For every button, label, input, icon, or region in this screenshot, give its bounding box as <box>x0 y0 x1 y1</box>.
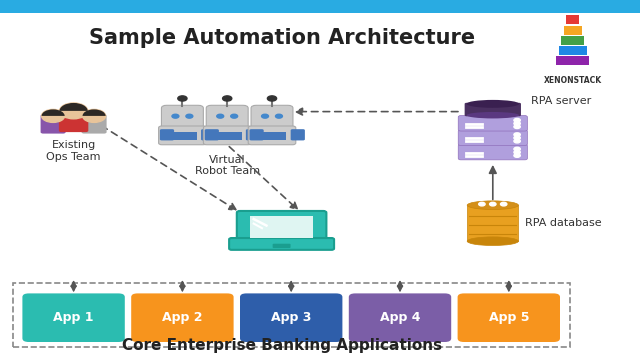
FancyBboxPatch shape <box>564 26 582 35</box>
FancyBboxPatch shape <box>458 293 560 342</box>
Circle shape <box>230 114 237 118</box>
Text: RPA database: RPA database <box>525 218 602 228</box>
Circle shape <box>514 133 520 136</box>
FancyBboxPatch shape <box>40 114 66 134</box>
Circle shape <box>178 96 187 101</box>
FancyBboxPatch shape <box>22 293 125 342</box>
FancyBboxPatch shape <box>131 293 234 342</box>
FancyBboxPatch shape <box>205 129 219 140</box>
FancyBboxPatch shape <box>81 114 107 134</box>
FancyBboxPatch shape <box>246 129 260 140</box>
Circle shape <box>262 114 269 118</box>
Circle shape <box>514 139 520 143</box>
Circle shape <box>514 118 520 122</box>
Wedge shape <box>83 109 106 116</box>
FancyBboxPatch shape <box>240 293 342 342</box>
FancyBboxPatch shape <box>273 244 291 248</box>
FancyBboxPatch shape <box>237 211 326 243</box>
Circle shape <box>172 114 179 118</box>
Circle shape <box>500 202 507 206</box>
Ellipse shape <box>467 100 519 108</box>
Wedge shape <box>42 109 65 116</box>
Circle shape <box>514 122 520 125</box>
Text: RPA server: RPA server <box>531 96 591 106</box>
FancyBboxPatch shape <box>257 132 287 140</box>
FancyBboxPatch shape <box>465 103 521 116</box>
FancyBboxPatch shape <box>559 46 587 55</box>
Circle shape <box>60 103 88 119</box>
Circle shape <box>514 150 520 154</box>
FancyBboxPatch shape <box>161 105 204 129</box>
Ellipse shape <box>467 201 518 210</box>
Circle shape <box>514 147 520 151</box>
FancyBboxPatch shape <box>251 105 293 129</box>
FancyBboxPatch shape <box>212 132 242 140</box>
FancyBboxPatch shape <box>556 56 589 65</box>
FancyBboxPatch shape <box>160 129 174 140</box>
FancyBboxPatch shape <box>59 109 88 132</box>
Circle shape <box>275 114 282 118</box>
FancyBboxPatch shape <box>349 293 451 342</box>
FancyBboxPatch shape <box>458 144 527 160</box>
Text: Virtual
Robot Team: Virtual Robot Team <box>195 155 260 176</box>
Text: App 2: App 2 <box>162 311 203 324</box>
FancyBboxPatch shape <box>0 0 640 13</box>
FancyBboxPatch shape <box>561 36 584 45</box>
Circle shape <box>514 136 520 140</box>
Text: App 4: App 4 <box>380 311 420 324</box>
Text: Existing
Ops Team: Existing Ops Team <box>46 140 101 162</box>
FancyBboxPatch shape <box>250 216 313 238</box>
Text: Core Enterprise Banking Applications: Core Enterprise Banking Applications <box>122 338 442 353</box>
Wedge shape <box>60 103 88 111</box>
Circle shape <box>83 109 106 122</box>
FancyBboxPatch shape <box>206 105 248 129</box>
Ellipse shape <box>467 112 519 118</box>
Text: Sample Automation Architecture: Sample Automation Architecture <box>88 28 475 48</box>
FancyBboxPatch shape <box>168 132 197 140</box>
FancyBboxPatch shape <box>248 126 296 145</box>
FancyBboxPatch shape <box>159 126 206 145</box>
FancyBboxPatch shape <box>250 129 264 140</box>
FancyBboxPatch shape <box>229 238 334 250</box>
Circle shape <box>490 202 496 206</box>
FancyBboxPatch shape <box>291 129 305 140</box>
Text: App 3: App 3 <box>271 311 312 324</box>
Circle shape <box>217 114 224 118</box>
Text: XENONSTACK: XENONSTACK <box>544 76 602 85</box>
FancyBboxPatch shape <box>201 129 215 140</box>
Circle shape <box>514 125 520 129</box>
Circle shape <box>42 109 65 122</box>
FancyBboxPatch shape <box>467 205 518 241</box>
Circle shape <box>186 114 193 118</box>
Text: App 1: App 1 <box>53 311 94 324</box>
Circle shape <box>514 154 520 157</box>
Circle shape <box>223 96 232 101</box>
Ellipse shape <box>467 237 518 246</box>
FancyBboxPatch shape <box>204 126 251 145</box>
FancyBboxPatch shape <box>566 15 579 24</box>
FancyBboxPatch shape <box>458 130 527 145</box>
Circle shape <box>479 202 485 206</box>
FancyBboxPatch shape <box>458 116 527 131</box>
Text: App 5: App 5 <box>488 311 529 324</box>
Circle shape <box>268 96 276 101</box>
